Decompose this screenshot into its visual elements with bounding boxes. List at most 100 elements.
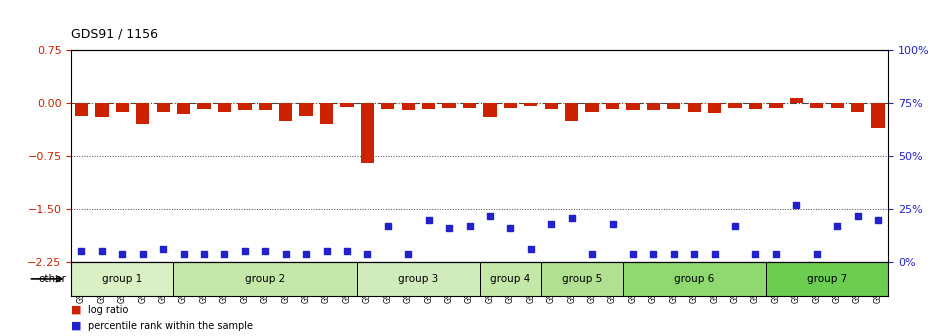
Point [360,251,375,256]
Bar [443,103,456,108]
Text: ■: ■ [71,305,82,315]
Bar [871,103,884,128]
Bar [623,262,766,296]
Bar [320,103,333,125]
Point [217,251,232,256]
Bar [361,103,374,163]
Point [176,251,191,256]
Bar [688,103,701,112]
Bar [544,103,558,109]
Bar [463,103,476,108]
Text: group 1: group 1 [103,274,142,284]
Point [625,251,640,256]
Bar [504,103,517,108]
Bar [238,103,252,111]
Bar [198,103,211,109]
Point [94,249,109,254]
Bar [484,103,497,118]
Bar [524,103,538,106]
Point [74,249,89,254]
Bar [708,103,721,113]
Point [728,223,743,229]
Point [788,202,804,208]
Text: ■: ■ [71,321,82,331]
Point [543,221,559,227]
Point [135,251,150,256]
Bar [766,262,888,296]
Point [319,249,334,254]
Bar [95,103,108,118]
Bar [770,103,783,108]
Text: group 2: group 2 [245,274,285,284]
Bar [71,262,173,296]
Text: log ratio: log ratio [88,305,128,315]
Bar [606,103,619,109]
Bar [749,103,762,109]
Bar [789,98,803,103]
Text: GDS91 / 1156: GDS91 / 1156 [71,27,159,40]
Bar [381,103,394,109]
Point [769,251,784,256]
Point [564,215,580,220]
Point [278,251,294,256]
Point [523,247,539,252]
Point [483,213,498,218]
Bar [136,103,149,125]
Bar [218,103,231,112]
Bar [157,103,170,112]
Point [707,251,722,256]
Bar [585,103,598,112]
Bar [279,103,293,121]
Point [687,251,702,256]
Bar [340,103,353,107]
Bar [75,103,88,116]
Text: group 6: group 6 [674,274,714,284]
Bar [402,103,415,111]
Point [503,225,518,231]
Point [380,223,395,229]
Point [257,249,273,254]
Bar [422,103,435,109]
Point [809,251,825,256]
Bar [299,103,313,116]
Point [462,223,477,229]
Point [298,251,314,256]
Point [666,251,681,256]
Bar [647,103,660,111]
Text: percentile rank within the sample: percentile rank within the sample [88,321,254,331]
Point [829,223,845,229]
Point [339,249,354,254]
Point [870,217,885,222]
Point [115,251,130,256]
Bar [116,103,129,112]
Bar [729,103,742,108]
Point [605,221,620,227]
Point [401,251,416,256]
Bar [542,262,623,296]
Bar [851,103,864,112]
Bar [626,103,639,111]
Point [850,213,865,218]
Text: group 4: group 4 [490,274,530,284]
Point [238,249,253,254]
Bar [830,103,844,108]
Text: other: other [39,274,66,284]
Point [584,251,599,256]
Bar [258,103,272,111]
Text: group 7: group 7 [807,274,847,284]
Bar [810,103,824,108]
Text: group 5: group 5 [561,274,602,284]
Point [646,251,661,256]
Point [156,247,171,252]
Point [748,251,763,256]
Text: group 3: group 3 [398,274,439,284]
Bar [357,262,480,296]
Bar [565,103,579,121]
Bar [480,262,542,296]
Point [421,217,436,222]
Point [197,251,212,256]
Bar [177,103,190,114]
Point [442,225,457,231]
Bar [173,262,357,296]
Bar [667,103,680,109]
